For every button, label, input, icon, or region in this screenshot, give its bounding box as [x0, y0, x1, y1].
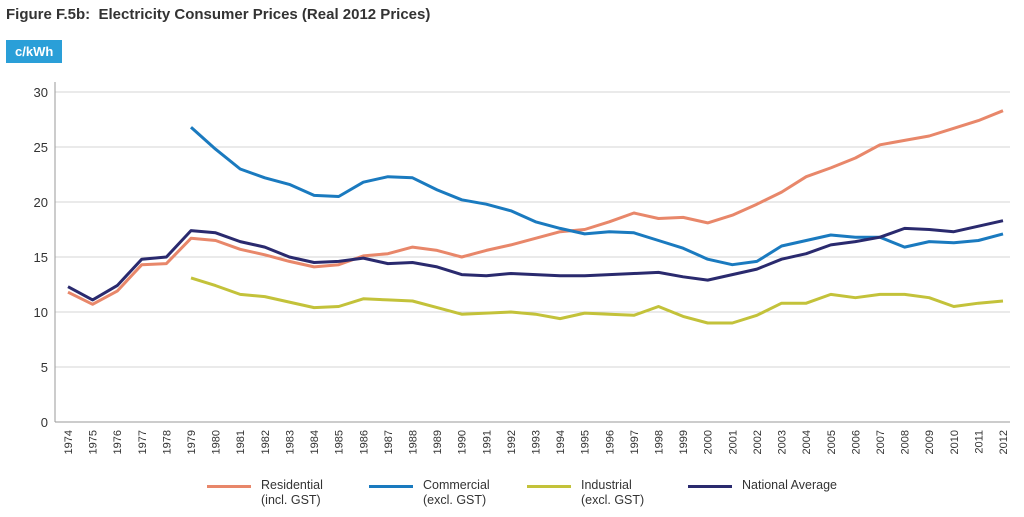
- x-tick-label: 2005: [826, 430, 838, 454]
- legend-sublabel: (excl. GST): [581, 493, 645, 507]
- legend-swatch: [369, 485, 413, 488]
- legend-swatch: [527, 485, 571, 488]
- x-tick-label: 2011: [973, 430, 985, 454]
- y-axis-unit-label: c/kWh: [6, 40, 63, 63]
- x-tick-label: 1979: [186, 430, 198, 454]
- legend-label: Commercial: [423, 478, 490, 492]
- series-line-national-average: [67, 219, 1004, 302]
- x-tick-label: 1984: [309, 430, 321, 454]
- x-tick-label: 1993: [531, 430, 543, 454]
- legend-commercial: Commercial (excl. GST): [369, 478, 490, 508]
- series-line-residential: [67, 109, 1004, 306]
- x-tick-label: 1991: [481, 430, 493, 454]
- legend-label: National Average: [742, 478, 837, 492]
- y-tick-label: 0: [41, 415, 48, 430]
- x-tick-label: 1987: [383, 430, 395, 454]
- x-tick-label: 1997: [629, 430, 641, 454]
- x-tick-label: 1975: [88, 430, 100, 454]
- x-tick-label: 1977: [137, 430, 149, 454]
- x-tick-label: 1978: [161, 430, 173, 454]
- x-tick-label: 2000: [703, 430, 715, 454]
- y-tick-label: 10: [34, 305, 48, 320]
- legend-label: Residential: [261, 478, 323, 492]
- x-tick-label: 1985: [334, 430, 346, 454]
- x-tick-label: 1990: [457, 430, 469, 454]
- x-tick-label: 2004: [801, 430, 813, 454]
- x-tick-label: 1998: [654, 430, 666, 454]
- x-tick-label: 1999: [678, 430, 690, 454]
- x-tick-label: 2003: [777, 430, 789, 454]
- legend-label: Industrial: [581, 478, 632, 492]
- x-tick-label: 2007: [875, 430, 887, 454]
- legend-residential: Residential (incl. GST): [207, 478, 323, 508]
- x-tick-label: 1983: [284, 430, 296, 454]
- x-tick-label: 1986: [358, 430, 370, 454]
- y-tick-label: 20: [34, 195, 48, 210]
- x-tick-label: 1974: [63, 430, 75, 454]
- y-tick-label: 15: [34, 250, 48, 265]
- legend-sublabel: (incl. GST): [261, 493, 321, 507]
- chart-title: Figure F.5b: Electricity Consumer Prices…: [6, 6, 431, 23]
- x-tick-label: 2008: [900, 430, 912, 454]
- x-tick-label: 1995: [580, 430, 592, 454]
- x-tick-label: 1994: [555, 430, 567, 454]
- x-tick-label: 2001: [727, 430, 739, 454]
- x-tick-label: 1988: [407, 430, 419, 454]
- legend-sublabel: (excl. GST): [423, 493, 487, 507]
- legend-swatch: [688, 485, 732, 488]
- x-tick-label: 2009: [924, 430, 936, 454]
- x-tick-label: 1981: [235, 430, 247, 454]
- x-tick-label: 1976: [112, 430, 124, 454]
- x-tick-label: 1980: [211, 430, 223, 454]
- y-tick-label: 30: [34, 85, 48, 100]
- x-tick-label: 1989: [432, 430, 444, 454]
- x-tick-label: 2002: [752, 430, 764, 454]
- x-tick-label: 1982: [260, 430, 272, 454]
- series-line-commercial: [190, 126, 1004, 267]
- legend-national-average: National Average: [688, 478, 837, 493]
- series-line-industrial: [190, 276, 1004, 325]
- y-tick-label: 5: [41, 360, 48, 375]
- x-tick-label: 2012: [998, 430, 1010, 454]
- x-tick-label: 1992: [506, 430, 518, 454]
- y-tick-label: 25: [34, 140, 48, 155]
- x-tick-label: 2010: [949, 430, 961, 454]
- x-tick-label: 1996: [604, 430, 616, 454]
- x-tick-label: 2006: [850, 430, 862, 454]
- legend-swatch: [207, 485, 251, 488]
- legend-industrial: Industrial (excl. GST): [527, 478, 644, 508]
